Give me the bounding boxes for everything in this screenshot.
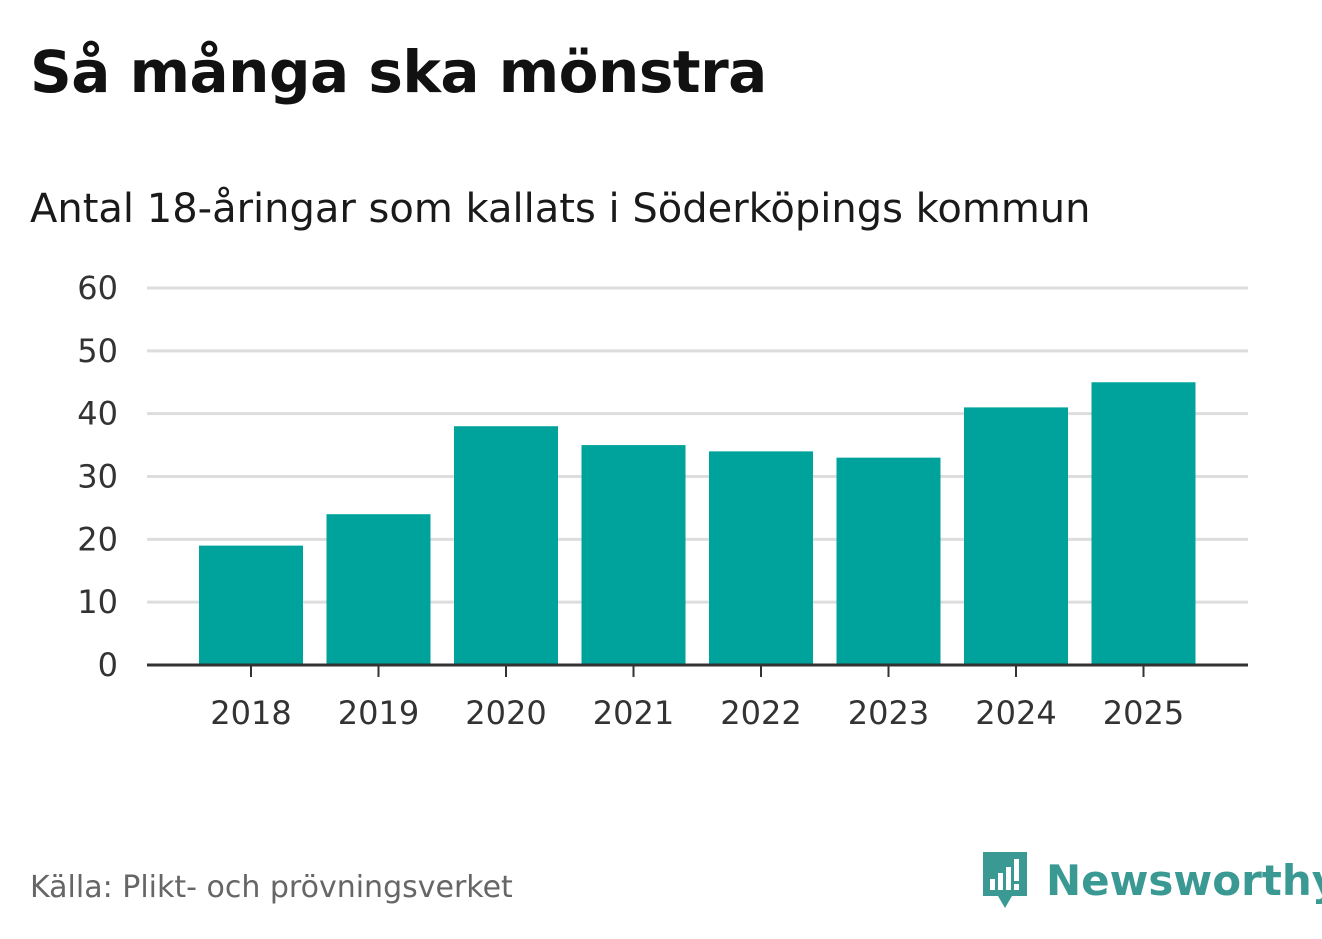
bars [199, 382, 1196, 665]
x-tick-label: 2024 [975, 694, 1056, 732]
x-tick-label: 2018 [210, 694, 291, 732]
grid-lines [147, 286, 1248, 604]
x-tick-label: 2021 [593, 694, 674, 732]
y-tick-label: 30 [77, 458, 118, 496]
y-tick-label: 0 [98, 646, 118, 684]
bar-2024 [964, 407, 1068, 665]
chart-title: Så många ska mönstra [30, 38, 767, 106]
x-tick-label: 2023 [848, 694, 929, 732]
bar-2019 [326, 514, 431, 665]
x-axis: 2018 2019 2020 2021 2022 2023 2024 2025 [147, 663, 1248, 732]
bar-2022 [709, 451, 813, 665]
y-tick-label: 50 [77, 332, 118, 370]
bar-2023 [836, 457, 941, 665]
y-tick-label: 40 [77, 395, 118, 433]
x-tick-label: 2025 [1103, 694, 1184, 732]
bar-2021 [581, 445, 686, 665]
brand-name: Newsworthy [1046, 855, 1322, 905]
x-tick-label: 2019 [338, 694, 419, 732]
chart-subtitle: Antal 18-åringar som kallats i Söderköpi… [30, 186, 1091, 232]
y-axis-ticks: 0 10 20 30 40 50 60 [77, 269, 118, 684]
y-tick-label: 10 [77, 583, 118, 621]
newsworthy-brand: Newsworthy [980, 848, 1322, 912]
y-tick-label: 20 [77, 520, 118, 558]
bar-2020 [454, 426, 558, 665]
source-note: Källa: Plikt- och prövningsverket [30, 870, 513, 905]
bar-2025 [1091, 382, 1196, 665]
x-tick-label: 2020 [465, 694, 546, 732]
x-tick-label: 2022 [720, 694, 801, 732]
newsworthy-logo-icon [983, 852, 1027, 908]
y-tick-label: 60 [77, 269, 118, 307]
bar-2018 [199, 545, 303, 665]
